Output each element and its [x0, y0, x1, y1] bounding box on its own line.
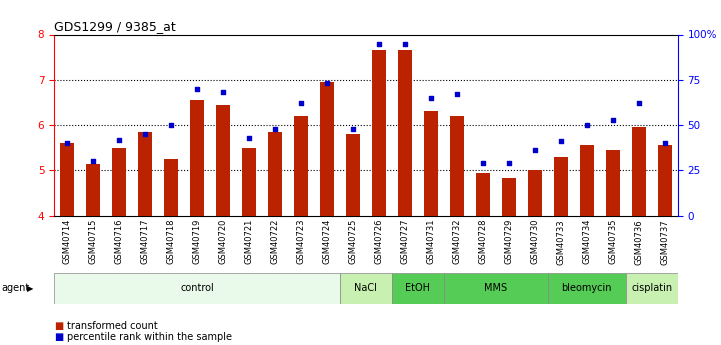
- Point: [555, 139, 567, 144]
- Text: GSM40731: GSM40731: [426, 219, 435, 265]
- Point: [269, 126, 280, 131]
- Text: GSM40735: GSM40735: [609, 219, 617, 265]
- Bar: [626, 273, 678, 304]
- Text: GSM40733: GSM40733: [557, 219, 565, 265]
- Bar: [606, 150, 620, 216]
- Text: transformed count: transformed count: [67, 321, 158, 331]
- Point: [113, 137, 125, 142]
- Point: [529, 148, 541, 153]
- Text: ■: ■: [54, 333, 63, 342]
- Bar: [554, 157, 568, 216]
- Bar: [112, 148, 126, 216]
- Text: agent: agent: [1, 283, 30, 293]
- Point: [581, 122, 593, 128]
- Text: GSM40721: GSM40721: [244, 219, 254, 264]
- Bar: [340, 273, 392, 304]
- Bar: [86, 164, 100, 216]
- Text: GSM40732: GSM40732: [452, 219, 461, 265]
- Point: [191, 86, 203, 92]
- Bar: [424, 111, 438, 216]
- Bar: [190, 100, 204, 216]
- Text: GSM40720: GSM40720: [218, 219, 228, 264]
- Text: GSM40728: GSM40728: [478, 219, 487, 265]
- Text: GSM40718: GSM40718: [167, 219, 175, 265]
- Bar: [658, 146, 672, 216]
- Bar: [346, 134, 360, 216]
- Bar: [444, 273, 548, 304]
- Text: GSM40729: GSM40729: [504, 219, 513, 264]
- Bar: [60, 143, 74, 216]
- Point: [659, 140, 671, 146]
- Text: GDS1299 / 9385_at: GDS1299 / 9385_at: [54, 20, 176, 33]
- Text: GSM40723: GSM40723: [296, 219, 306, 265]
- Bar: [267, 132, 282, 216]
- Text: cisplatin: cisplatin: [631, 283, 672, 293]
- Text: GSM40716: GSM40716: [115, 219, 123, 265]
- Text: GSM40726: GSM40726: [374, 219, 384, 265]
- Text: GSM40719: GSM40719: [193, 219, 201, 264]
- Text: GSM40730: GSM40730: [531, 219, 539, 265]
- Point: [451, 91, 463, 97]
- Bar: [164, 159, 178, 216]
- Bar: [242, 148, 256, 216]
- Point: [139, 131, 151, 137]
- Point: [373, 41, 385, 46]
- Text: control: control: [180, 283, 214, 293]
- Point: [503, 160, 515, 166]
- Point: [425, 95, 437, 101]
- Bar: [293, 116, 308, 216]
- Point: [633, 101, 645, 106]
- Point: [477, 160, 489, 166]
- Bar: [54, 273, 340, 304]
- Text: GSM40737: GSM40737: [660, 219, 669, 265]
- Bar: [372, 50, 386, 216]
- Bar: [216, 105, 230, 216]
- Point: [243, 135, 255, 140]
- Text: bleomycin: bleomycin: [562, 283, 612, 293]
- Point: [165, 122, 177, 128]
- Text: GSM40734: GSM40734: [583, 219, 591, 265]
- Text: GSM40727: GSM40727: [400, 219, 410, 265]
- Bar: [450, 116, 464, 216]
- Bar: [392, 273, 444, 304]
- Point: [321, 81, 332, 86]
- Bar: [632, 127, 646, 216]
- Text: ■: ■: [54, 321, 63, 331]
- Bar: [398, 50, 412, 216]
- Bar: [528, 170, 542, 216]
- Bar: [476, 172, 490, 216]
- Point: [295, 101, 306, 106]
- Bar: [580, 146, 594, 216]
- Text: GSM40736: GSM40736: [634, 219, 643, 265]
- Text: GSM40725: GSM40725: [348, 219, 358, 264]
- Text: GSM40717: GSM40717: [141, 219, 149, 265]
- Point: [217, 90, 229, 95]
- Point: [347, 126, 358, 131]
- Text: ▶: ▶: [27, 284, 34, 293]
- Text: GSM40714: GSM40714: [63, 219, 71, 264]
- Text: percentile rank within the sample: percentile rank within the sample: [67, 333, 232, 342]
- Bar: [502, 178, 516, 216]
- Point: [87, 159, 99, 164]
- Point: [61, 140, 73, 146]
- Text: NaCl: NaCl: [355, 283, 377, 293]
- Text: GSM40722: GSM40722: [270, 219, 280, 264]
- Point: [607, 117, 619, 122]
- Bar: [320, 82, 334, 216]
- Bar: [548, 273, 626, 304]
- Text: MMS: MMS: [485, 283, 508, 293]
- Bar: [138, 132, 152, 216]
- Point: [399, 41, 411, 46]
- Text: GSM40715: GSM40715: [89, 219, 97, 264]
- Text: GSM40724: GSM40724: [322, 219, 332, 264]
- Text: EtOH: EtOH: [405, 283, 430, 293]
